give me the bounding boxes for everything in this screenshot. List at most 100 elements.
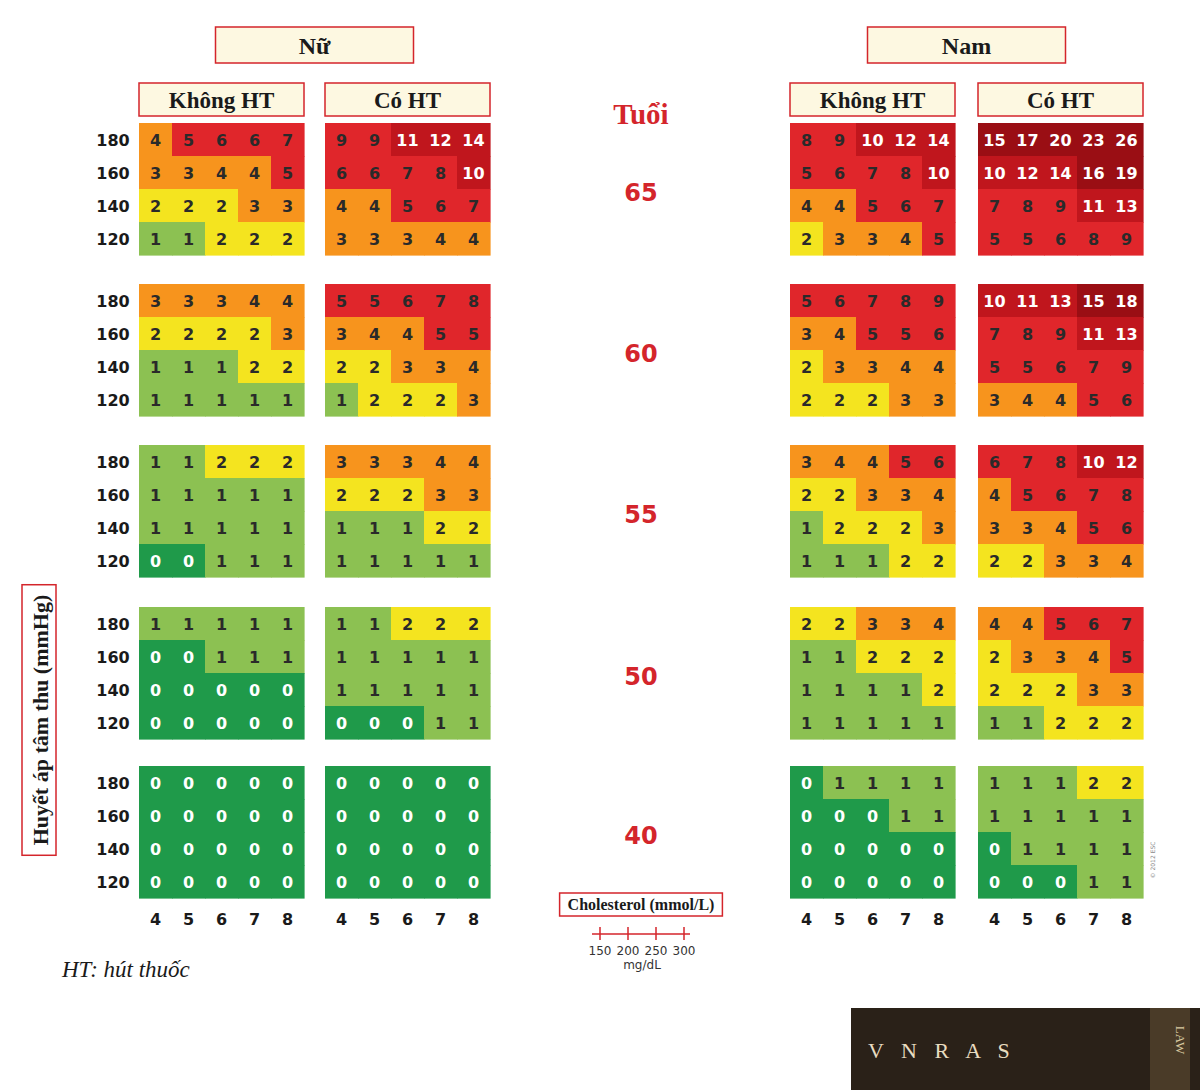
cell-label: 0 [834, 840, 845, 859]
cell [790, 445, 824, 479]
x-tick-label: 7 [1088, 910, 1099, 929]
cell-label: 4 [468, 453, 479, 472]
cell-label: 8 [1121, 486, 1132, 505]
cell-label: 1 [282, 648, 293, 667]
cell-label: 1 [249, 486, 260, 505]
cell-label: 9 [1055, 197, 1066, 216]
x-axis-title: Cholesterol (mmol/L) [568, 896, 715, 914]
cell [205, 189, 239, 223]
cell-label: 8 [900, 292, 911, 311]
logo-text: V N R A S [868, 1038, 1016, 1063]
cell-label: 2 [402, 391, 413, 410]
cell [1110, 706, 1144, 740]
cell [1077, 832, 1111, 866]
cell-label: 6 [933, 325, 944, 344]
cell-label: 1 [369, 519, 380, 538]
cell [358, 189, 392, 223]
cell-label: 1 [402, 681, 413, 700]
cell-label: 4 [282, 292, 293, 311]
cell [922, 706, 956, 740]
cell-label: 5 [900, 325, 911, 344]
cell [1011, 445, 1045, 479]
cell [238, 156, 272, 190]
cell [856, 706, 890, 740]
cell-label: 0 [216, 681, 227, 700]
cell [856, 832, 890, 866]
ruler-tick [599, 927, 601, 940]
ruler-unit: mg/dL [623, 958, 661, 972]
age-label: 50 [624, 663, 657, 691]
cell-label: 10 [983, 164, 1005, 183]
cell [856, 799, 890, 833]
panel [978, 123, 1144, 899]
cell-label: 2 [834, 391, 845, 410]
x-tick-label: 5 [1022, 910, 1033, 929]
cell [325, 478, 359, 512]
cell [391, 445, 425, 479]
cell [238, 445, 272, 479]
cell-label: 1 [900, 681, 911, 700]
cell [424, 123, 458, 157]
cell-label: 5 [1022, 358, 1033, 377]
cell-label: 2 [801, 391, 812, 410]
cell [457, 284, 491, 318]
cell [205, 673, 239, 707]
cell-label: 6 [1121, 391, 1132, 410]
cell-label: 2 [468, 519, 479, 538]
cell [238, 766, 272, 800]
cell-label: 5 [1121, 648, 1132, 667]
ruler-tick [683, 927, 685, 940]
cell-label: 15 [1082, 292, 1104, 311]
cell-label: 3 [282, 197, 293, 216]
cell-label: 1 [801, 519, 812, 538]
cell-label: 1 [801, 714, 812, 733]
cell [889, 511, 923, 545]
cell [139, 766, 173, 800]
cell-label: 0 [282, 681, 293, 700]
age-label: 65 [624, 179, 657, 207]
cell-label: 0 [867, 840, 878, 859]
cell [1077, 156, 1111, 190]
cell-label: 0 [183, 681, 194, 700]
x-tick-label: 6 [1055, 910, 1066, 929]
cell-label: 4 [336, 197, 347, 216]
panel [325, 123, 491, 899]
cell [823, 766, 857, 800]
cell-label: 9 [933, 292, 944, 311]
x-tick-label: 6 [867, 910, 878, 929]
cell-label: 2 [402, 486, 413, 505]
cell [856, 156, 890, 190]
cell-label: 10 [462, 164, 484, 183]
cell-label: 4 [1121, 552, 1132, 571]
cell [325, 156, 359, 190]
cell-label: 0 [150, 648, 161, 667]
cell [823, 156, 857, 190]
cell [358, 156, 392, 190]
cell-label: 6 [834, 164, 845, 183]
cell-label: 1 [933, 807, 944, 826]
cell [889, 706, 923, 740]
cell-label: 19 [1115, 164, 1137, 183]
ruler-tick [655, 927, 657, 940]
cell-label: 1 [216, 519, 227, 538]
cell [1110, 445, 1144, 479]
cell-label: 4 [834, 325, 845, 344]
cell-label: 4 [1055, 391, 1066, 410]
cell-label: 1 [336, 552, 347, 571]
cell [139, 511, 173, 545]
cell-label: 0 [435, 774, 446, 793]
cell-label: 14 [1049, 164, 1071, 183]
cell [823, 865, 857, 899]
cell [391, 317, 425, 351]
cell [978, 511, 1012, 545]
cell [978, 478, 1012, 512]
cell-label: 3 [336, 453, 347, 472]
x-tick-label: 6 [402, 910, 413, 929]
cell [325, 284, 359, 318]
cell-label: 1 [1022, 774, 1033, 793]
cell [823, 799, 857, 833]
y-tick-label: 120 [96, 391, 129, 410]
cell-label: 4 [249, 292, 260, 311]
cell-label: 5 [282, 164, 293, 183]
cell-label: 1 [282, 391, 293, 410]
